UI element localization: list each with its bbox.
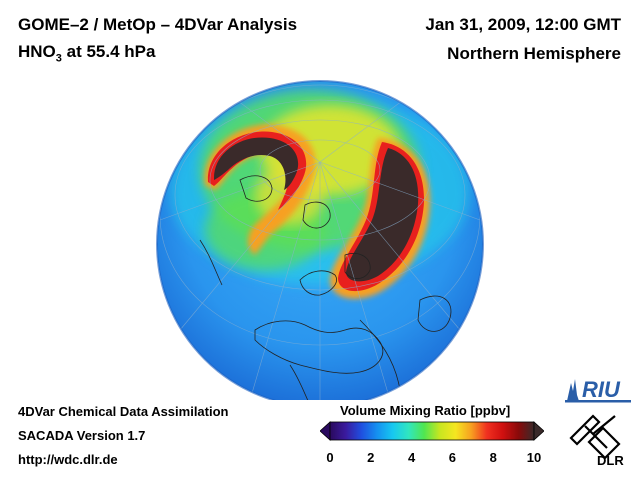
colorbar-body xyxy=(329,421,535,441)
colorbar-tick-label: 2 xyxy=(367,450,375,465)
colorbar-tick-label: 0 xyxy=(326,450,334,465)
footer-line-1: 4DVar Chemical Data Assimilation xyxy=(18,404,229,419)
dlr-logo: DLR xyxy=(569,414,624,468)
colorbar-tick-label: 10 xyxy=(526,450,542,465)
colorbar-tick-label: 4 xyxy=(407,450,416,465)
colorbar-high-arrow xyxy=(533,421,544,441)
date-label: Jan 31, 2009, 12:00 GMT xyxy=(425,15,621,34)
title-line-1: GOME–2 / MetOp – 4DVar Analysis xyxy=(18,15,298,34)
region-label: Northern Hemisphere xyxy=(447,44,621,63)
riu-logo-text: RIU xyxy=(582,377,621,402)
dlr-logo-mark xyxy=(569,414,621,460)
colorbar-tick-label: 6 xyxy=(448,450,457,465)
species-subscript: 3 xyxy=(55,52,62,65)
pressure-level: at 55.4 hPa xyxy=(61,42,156,61)
globe-rim xyxy=(156,80,484,400)
colorbar-low-arrow xyxy=(320,421,331,441)
riu-logo: RIU xyxy=(565,377,631,403)
riu-logo-mark xyxy=(567,379,579,401)
colorbar-title: Volume Mixing Ratio [ppbv] xyxy=(340,403,511,418)
species-level: HNO3 at 55.4 hPa xyxy=(18,42,155,64)
colorbar-tick-label: 8 xyxy=(489,450,497,465)
globe-content xyxy=(157,81,483,400)
footer-line-2: SACADA Version 1.7 xyxy=(18,428,146,443)
coastlines xyxy=(199,175,452,400)
globe-map xyxy=(156,80,484,400)
west-vortex-core xyxy=(214,137,299,190)
east-vortex-core xyxy=(346,148,419,282)
riu-logo-underline xyxy=(565,400,631,403)
colorbar xyxy=(320,421,544,441)
footer-url: http://wdc.dlr.de xyxy=(18,452,118,467)
dlr-logo-text: DLR xyxy=(597,453,624,468)
species-name: HNO xyxy=(18,42,56,61)
